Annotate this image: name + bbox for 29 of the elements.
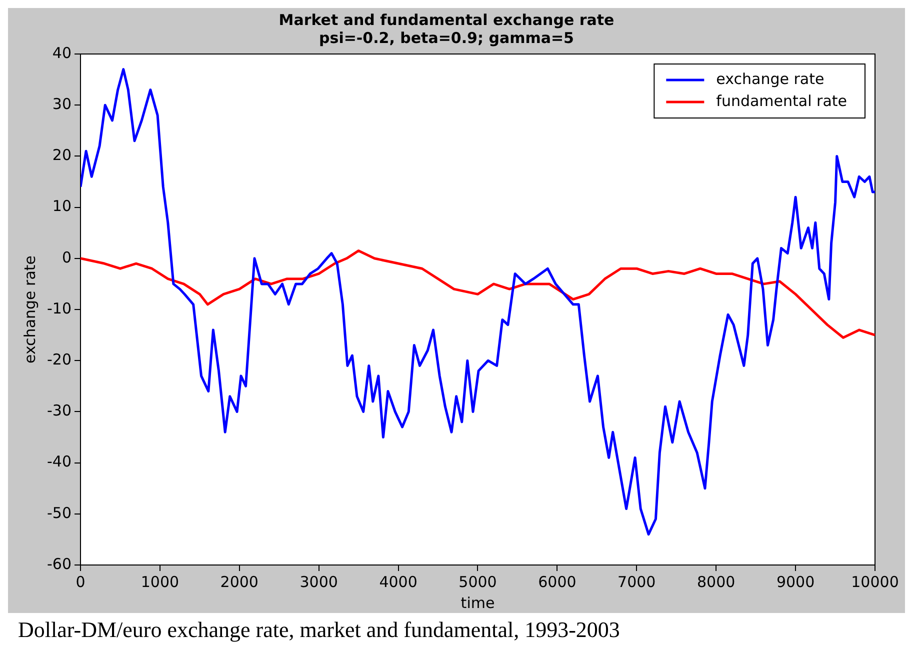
chart-title: Market and fundamental exchange rate (278, 10, 614, 29)
x-tick-label: 10000 (851, 572, 899, 591)
y-tick-label: 40 (52, 44, 72, 62)
x-tick-label: 5000 (458, 572, 497, 591)
x-tick-label: 8000 (697, 572, 736, 591)
y-tick-label: 10 (52, 197, 72, 216)
chart-subtitle: psi=-0.2, beta=0.9; gamma=5 (319, 28, 574, 47)
y-tick-label: -40 (47, 452, 72, 471)
x-tick-label: 7000 (618, 572, 656, 591)
x-tick-label: 3000 (300, 572, 338, 591)
x-tick-label: 2000 (220, 572, 258, 591)
x-tick-label: 4000 (379, 572, 418, 591)
text: Dollar-DM/euro exchange rate, market and fundamental, 1993-2003 (8, 613, 905, 647)
y-axis-title: exchange rate (20, 255, 39, 364)
y-tick-label: -60 (47, 554, 72, 573)
y-tick-label: -50 (47, 504, 72, 522)
x-axis-title: time (460, 594, 495, 612)
x-tick-label: 0 (76, 572, 86, 591)
x-tick-label: 9000 (776, 572, 815, 591)
y-tick-label: 30 (52, 94, 72, 113)
y-tick-label: 20 (52, 146, 72, 164)
y-tick-label: -10 (47, 299, 72, 318)
y-tick-label: -20 (47, 350, 72, 368)
y-tick-label: -30 (47, 402, 72, 420)
x-tick-label: 6000 (538, 572, 576, 591)
y-tick-label: 0 (62, 248, 72, 266)
legend-label: fundamental rate (716, 92, 848, 110)
x-tick-label: 1000 (140, 572, 180, 591)
legend-label: exchange rate (716, 70, 824, 88)
